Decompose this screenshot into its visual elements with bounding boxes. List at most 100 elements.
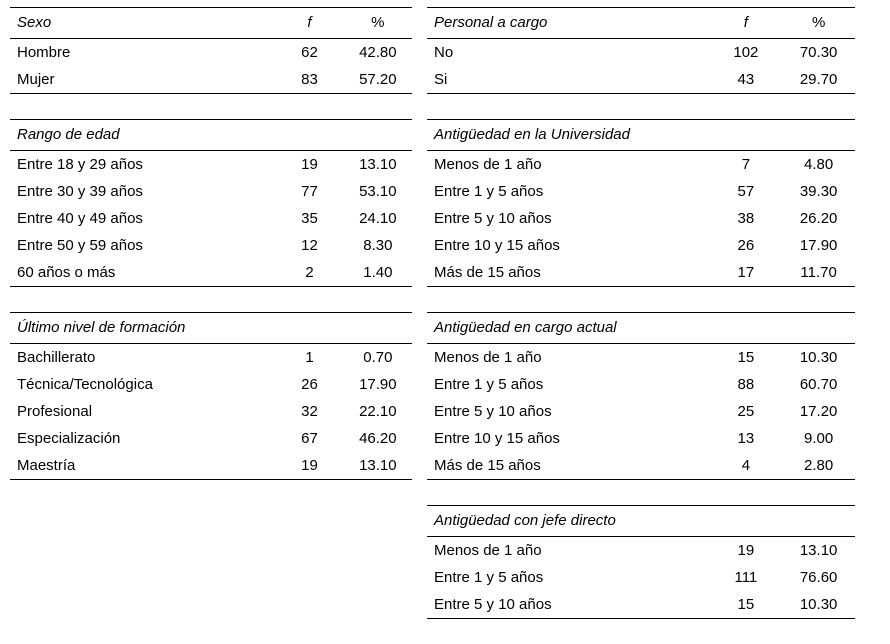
frequency-value: 35 xyxy=(301,210,318,227)
percent-value: 8.30 xyxy=(363,237,393,254)
table-row: Maestría 19 13.10 xyxy=(10,452,412,480)
section-antiguedad-universidad: Antigüedad en la Universidad Menos de 1 a… xyxy=(427,119,855,287)
row-label: Profesional xyxy=(17,403,93,420)
table-row: Entre 1 y 5 años 57 39.30 xyxy=(427,178,855,205)
frequency-value: 4 xyxy=(709,452,783,480)
frequency-column-header: f xyxy=(275,7,344,39)
table-row: Menos de 1 año 7 4.80 xyxy=(427,151,855,179)
table-row: Entre 18 y 29 años 19 13.10 xyxy=(10,151,412,179)
percent-value: 29.70 xyxy=(782,66,855,94)
table-row: Si 43 29.70 xyxy=(427,66,855,94)
row-label: Menos de 1 año xyxy=(434,349,542,366)
row-label: Entre 30 y 39 años xyxy=(17,183,143,200)
frequency-column-header xyxy=(709,312,783,344)
section-header-row: Último nivel de formación xyxy=(10,312,412,344)
right-column: Personal a cargo f% No 102 70.30 Si 43 29.70 Ant… xyxy=(427,7,855,644)
section-antiguedad-cargo-actual: Antigüedad en cargo actual Menos de 1 año… xyxy=(427,312,855,480)
section-table-antiguedad-jefe-directo: Antigüedad con jefe directo Menos de 1 añ… xyxy=(427,505,855,619)
percent-value: 57.20 xyxy=(343,66,412,94)
percent-value: 26.20 xyxy=(799,210,838,227)
frequency-value: 38 xyxy=(737,210,755,227)
frequency-value: 26 xyxy=(301,376,318,393)
row-label: Bachillerato xyxy=(17,349,96,366)
row-label: No xyxy=(434,44,454,61)
row-label: Entre 5 y 10 años xyxy=(427,591,710,619)
table-row: Técnica/Tecnológica 26 17.90 xyxy=(10,371,412,398)
table-row: Entre 10 y 15 años 26 17.90 xyxy=(427,232,855,259)
percent-value: 13.10 xyxy=(359,156,397,173)
row-label: Entre 5 y 10 años xyxy=(434,403,552,420)
table-row: Mujer 83 57.20 xyxy=(10,66,412,94)
row-label: Maestría xyxy=(10,452,276,480)
section-title: Antigüedad en cargo actual xyxy=(427,312,710,344)
frequency-column-header xyxy=(275,312,344,344)
table-row: Entre 5 y 10 años 38 26.20 xyxy=(427,205,855,232)
section-table-antiguedad-cargo-actual: Antigüedad en cargo actual Menos de 1 año… xyxy=(427,312,855,480)
row-label: 60 años o más xyxy=(10,259,276,287)
percent-column-header xyxy=(782,505,855,537)
percent-value: 46.20 xyxy=(359,430,397,447)
row-label: Hombre xyxy=(17,44,71,61)
frequency-column-header: f xyxy=(709,7,783,39)
frequency-value: 15 xyxy=(709,591,783,619)
left-column: Sexo f% Hombre 62 42.80 Mujer 83 57.20 Rango de … xyxy=(10,7,412,644)
table-row: Entre 5 y 10 años 25 17.20 xyxy=(427,398,855,425)
demographics-table: Sexo f% Hombre 62 42.80 Mujer 83 57.20 Rango de … xyxy=(10,7,855,644)
frequency-value: 111 xyxy=(734,569,758,586)
section-table-sexo: Sexo f% Hombre 62 42.80 Mujer 83 57.20 xyxy=(10,7,412,94)
row-label: Mujer xyxy=(10,66,276,94)
percent-value: 22.10 xyxy=(359,403,397,420)
frequency-value: 25 xyxy=(737,403,755,420)
percent-column-header xyxy=(782,119,855,151)
row-label: Entre 10 y 15 años xyxy=(434,430,560,447)
percent-value: 2.80 xyxy=(782,452,855,480)
percent-value: 10.30 xyxy=(782,591,855,619)
frequency-value: 2 xyxy=(275,259,344,287)
frequency-value: 43 xyxy=(709,66,783,94)
section-personal-a-cargo: Personal a cargo f% No 102 70.30 Si 43 29.70 xyxy=(427,7,855,94)
frequency-value: 19 xyxy=(737,542,755,559)
frequency-value: 102 xyxy=(733,44,759,61)
section-title: Personal a cargo xyxy=(427,7,710,39)
section-header-row: Personal a cargo f% xyxy=(427,7,855,39)
table-row: Entre 10 y 15 años 13 9.00 xyxy=(427,425,855,452)
frequency-value: 15 xyxy=(737,349,755,366)
frequency-value: 19 xyxy=(275,452,344,480)
row-label: Entre 1 y 5 años xyxy=(434,183,544,200)
percent-value: 17.90 xyxy=(359,376,397,393)
table-row: 60 años o más 2 1.40 xyxy=(10,259,412,287)
percent-value: 11.70 xyxy=(782,259,855,287)
row-label: Más de 15 años xyxy=(427,452,710,480)
section-title: Sexo xyxy=(10,7,276,39)
percent-value: 0.70 xyxy=(363,349,393,366)
table-row: Más de 15 años 17 11.70 xyxy=(427,259,855,287)
percent-column-header: % xyxy=(782,7,855,39)
row-label: Especialización xyxy=(17,430,121,447)
row-label: Entre 10 y 15 años xyxy=(434,237,560,254)
percent-column-header xyxy=(343,312,412,344)
frequency-value: 88 xyxy=(737,376,755,393)
row-label: Entre 40 y 49 años xyxy=(17,210,143,227)
frequency-value: 26 xyxy=(737,237,755,254)
table-row: Entre 1 y 5 años 88 60.70 xyxy=(427,371,855,398)
section-table-antiguedad-universidad: Antigüedad en la Universidad Menos de 1 a… xyxy=(427,119,855,287)
row-label: Entre 50 y 59 años xyxy=(17,237,143,254)
frequency-value: 32 xyxy=(301,403,318,420)
row-label: Si xyxy=(427,66,710,94)
section-header-row: Rango de edad xyxy=(10,119,412,151)
table-row: Profesional 32 22.10 xyxy=(10,398,412,425)
frequency-value: 7 xyxy=(741,156,751,173)
percent-value: 10.30 xyxy=(799,349,838,366)
table-row: Entre 30 y 39 años 77 53.10 xyxy=(10,178,412,205)
row-label: Menos de 1 año xyxy=(434,156,542,173)
section-sexo: Sexo f% Hombre 62 42.80 Mujer 83 57.20 xyxy=(10,7,412,94)
frequency-value: 13 xyxy=(737,430,755,447)
percent-value: 1.40 xyxy=(343,259,412,287)
section-table-personal-a-cargo: Personal a cargo f% No 102 70.30 Si 43 29.70 xyxy=(427,7,855,94)
percent-value: 13.10 xyxy=(799,542,838,559)
section-table-rango-de-edad: Rango de edad Entre 18 y 29 años 19 13.10 En… xyxy=(10,119,412,287)
table-row: Entre 5 y 10 años 15 10.30 xyxy=(427,591,855,619)
percent-value: 70.30 xyxy=(799,44,838,61)
percent-value: 60.70 xyxy=(799,376,838,393)
frequency-value: 77 xyxy=(301,183,318,200)
